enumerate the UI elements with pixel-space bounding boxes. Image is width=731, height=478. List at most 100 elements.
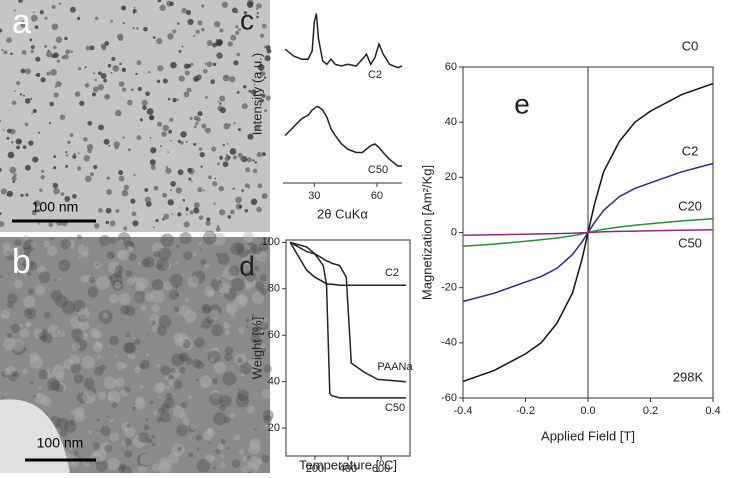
grain bbox=[203, 268, 206, 272]
particle bbox=[21, 50, 27, 55]
grain bbox=[172, 405, 185, 418]
grain bbox=[223, 321, 226, 325]
grain bbox=[256, 322, 265, 332]
grain bbox=[34, 392, 46, 404]
x-tick-label: -0.2 bbox=[516, 405, 535, 417]
series-label: C50 bbox=[385, 402, 405, 414]
particle bbox=[224, 156, 230, 162]
grain bbox=[70, 409, 77, 416]
particle bbox=[148, 70, 151, 74]
particle bbox=[74, 91, 81, 97]
grain bbox=[81, 250, 89, 258]
grain bbox=[245, 318, 250, 323]
particle bbox=[132, 9, 137, 14]
grain bbox=[39, 335, 43, 340]
grain bbox=[199, 248, 202, 251]
grain bbox=[226, 446, 230, 450]
grain bbox=[246, 325, 249, 329]
grain bbox=[224, 329, 231, 336]
grain bbox=[237, 294, 249, 306]
particle bbox=[215, 39, 223, 47]
grain bbox=[11, 371, 17, 377]
particle bbox=[1, 49, 4, 51]
grain bbox=[27, 354, 30, 357]
grain bbox=[140, 359, 150, 370]
grain bbox=[43, 311, 51, 319]
grain bbox=[135, 281, 146, 292]
grain bbox=[3, 337, 16, 351]
grain bbox=[226, 305, 234, 313]
particle bbox=[190, 62, 194, 67]
grain bbox=[52, 364, 65, 378]
grain bbox=[208, 304, 222, 318]
particle bbox=[155, 219, 159, 223]
particle bbox=[241, 103, 248, 110]
particle bbox=[0, 221, 5, 227]
x-axis-label: Applied Field [T] bbox=[541, 428, 635, 443]
particle bbox=[180, 131, 187, 138]
grain bbox=[28, 261, 35, 268]
grain bbox=[249, 438, 261, 450]
particle bbox=[246, 157, 252, 163]
grain bbox=[127, 277, 135, 286]
particle bbox=[136, 60, 142, 66]
grain bbox=[231, 459, 241, 468]
grain bbox=[134, 291, 146, 303]
particle bbox=[22, 145, 27, 149]
particle bbox=[235, 30, 240, 35]
grain bbox=[144, 292, 154, 302]
particle bbox=[198, 147, 203, 151]
grain bbox=[38, 332, 47, 341]
particle bbox=[93, 165, 98, 170]
grain bbox=[159, 456, 172, 470]
particle bbox=[152, 36, 156, 39]
grain bbox=[116, 380, 119, 383]
particle bbox=[200, 165, 203, 168]
grain bbox=[195, 378, 199, 382]
particle bbox=[51, 54, 56, 59]
particle bbox=[214, 177, 217, 180]
grain bbox=[220, 438, 227, 445]
particle bbox=[50, 68, 57, 76]
particle bbox=[118, 170, 124, 176]
particle bbox=[91, 92, 97, 97]
particle bbox=[205, 95, 208, 99]
particle bbox=[206, 40, 213, 46]
particle bbox=[118, 81, 125, 87]
y-tick-label: -40 bbox=[441, 337, 457, 349]
grain bbox=[177, 332, 189, 344]
grain bbox=[45, 369, 55, 379]
grain bbox=[265, 436, 269, 439]
grain bbox=[215, 252, 221, 258]
particle bbox=[53, 6, 56, 9]
particle bbox=[33, 11, 35, 13]
grain bbox=[202, 230, 217, 245]
grain bbox=[201, 303, 212, 314]
particle bbox=[193, 207, 200, 214]
grain bbox=[38, 385, 43, 390]
grain bbox=[139, 454, 151, 466]
particle bbox=[163, 213, 170, 220]
grain bbox=[106, 415, 110, 418]
particle bbox=[55, 81, 62, 88]
grain bbox=[179, 366, 186, 374]
grain bbox=[116, 361, 125, 371]
particle bbox=[215, 226, 221, 232]
grain bbox=[246, 455, 252, 462]
grain bbox=[12, 339, 25, 352]
grain bbox=[219, 404, 226, 411]
particle bbox=[106, 176, 111, 181]
grain bbox=[151, 325, 159, 332]
grain bbox=[261, 454, 270, 463]
series-label: C50 bbox=[678, 235, 702, 250]
grain bbox=[201, 383, 207, 388]
grain bbox=[40, 334, 48, 342]
particle bbox=[3, 50, 8, 55]
grain bbox=[99, 442, 112, 454]
grain bbox=[169, 374, 175, 380]
grain bbox=[244, 270, 257, 282]
grain bbox=[83, 377, 95, 389]
particle bbox=[261, 152, 266, 157]
grain bbox=[196, 434, 203, 441]
grain bbox=[147, 333, 150, 336]
